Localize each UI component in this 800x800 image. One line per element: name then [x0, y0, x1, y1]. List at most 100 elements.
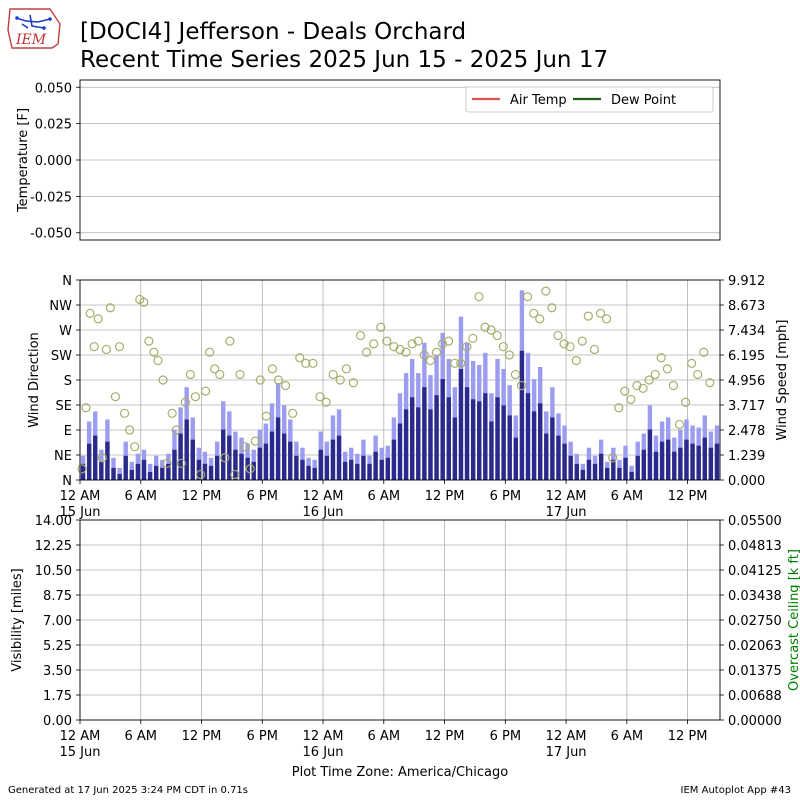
wind-speed-bar — [605, 467, 610, 480]
logo-text: IEM — [15, 32, 47, 48]
temperature-legend: Air Temp Dew Point — [465, 86, 714, 113]
wind-speed-ylabel: Wind Speed [mph] — [775, 320, 790, 441]
wind-direction-marker — [680, 397, 691, 407]
wind-speed-ytick-label: 7.434 — [728, 324, 765, 339]
wind-direction-marker — [295, 353, 305, 363]
wind-direction-marker — [437, 339, 448, 349]
wind-direction-marker — [162, 458, 172, 468]
visibility-xtick-label: 12 PM — [668, 729, 708, 744]
wind-direction-marker — [401, 347, 411, 357]
wind-direction-marker — [510, 369, 521, 380]
wind-speed-bar — [294, 455, 299, 480]
wind-speed-bar — [708, 447, 714, 480]
wind-xdate-label: 17 Jun — [546, 505, 587, 520]
wind-direction-marker — [315, 392, 325, 402]
wind-direction-marker — [301, 358, 311, 368]
wind-direction-marker — [413, 336, 423, 346]
wind-direction-marker — [328, 369, 338, 380]
wind-direction-ytick-label: NW — [49, 299, 72, 314]
wind-direction-marker — [516, 380, 527, 391]
wind-direction-marker — [571, 355, 581, 366]
visibility-xdate-label: 16 Jun — [303, 745, 344, 760]
wind-direction-marker — [644, 375, 654, 385]
wind-direction-marker — [492, 330, 502, 341]
wind-direction-marker — [535, 314, 545, 324]
wind-direction-marker — [167, 408, 177, 418]
temperature-ylabel: Temperature [F] — [16, 108, 31, 213]
wind-direction-marker — [462, 342, 472, 352]
wind-speed-bar — [80, 463, 86, 480]
ceiling-ytick-label: 0.00000 — [728, 714, 782, 729]
wind-speed-bar — [86, 443, 92, 480]
temperature-ytick-label: 0.050 — [35, 81, 72, 96]
wind-speed-bar — [531, 411, 537, 480]
wind-direction-marker — [200, 386, 211, 396]
temperature-panel: 0.050 0.025 0.000 -0.025 -0.050 Temperature … — [16, 79, 721, 242]
wind-direction-marker — [504, 350, 514, 360]
wind-speed-bar — [111, 467, 116, 480]
wind-direction-marker — [369, 339, 379, 349]
wind-speed-bar — [434, 395, 439, 480]
visibility-ytick-label: 5.25 — [43, 639, 72, 654]
wind-speed-bar — [525, 393, 531, 480]
wind-speed-bar — [379, 459, 384, 480]
wind-speed-bar — [678, 447, 683, 480]
wind-speed-bar — [659, 441, 665, 480]
wind-speed-bar — [611, 459, 616, 480]
wind-speed-bar — [373, 451, 378, 480]
wind-speed-bar — [257, 447, 263, 480]
wind-direction-marker — [626, 394, 636, 405]
wind-speed-bar — [117, 473, 122, 480]
wind-direction-marker — [245, 464, 255, 474]
wind-speed-bar — [93, 435, 98, 480]
wind-direction-marker — [101, 344, 111, 355]
wind-speed-bar — [202, 463, 208, 480]
wind-speed-bar — [397, 423, 403, 480]
wind-direction-marker — [180, 397, 190, 407]
wind-direction-marker — [407, 339, 417, 349]
wind-direction-marker — [288, 408, 298, 418]
wind-speed-bar — [178, 433, 183, 480]
ceiling-ytick-label: 0.02063 — [728, 639, 782, 654]
wind-direction-marker — [693, 369, 703, 380]
wind-direction-marker — [601, 314, 612, 324]
wind-speed-bar — [361, 455, 366, 480]
wind-direction-marker — [93, 314, 103, 324]
wind-direction-marker — [456, 358, 466, 368]
wind-xdate-label: 16 Jun — [303, 505, 344, 520]
wind-direction-marker — [395, 344, 405, 355]
wind-speed-bar — [269, 431, 275, 480]
visibility-ytick-label: 3.50 — [43, 664, 72, 679]
visibility-ytick-label: 7.00 — [43, 614, 72, 629]
wind-speed-bar — [714, 443, 720, 480]
wind-direction-marker — [450, 358, 460, 368]
visibility-ytick-label: 10.50 — [35, 564, 72, 579]
wind-panel: N 0.000 NE 1.239 E 2.478 SE 3.717 S 4.956 SW 6.195 W… — [27, 274, 790, 520]
wind-direction-ytick-label: S — [64, 374, 72, 389]
wind-direction-marker — [382, 336, 392, 346]
wind-direction-marker — [348, 378, 359, 388]
wind-speed-bar — [129, 469, 135, 480]
visibility-ylabel: Visibility [miles] — [10, 568, 25, 671]
wind-speed-bar — [190, 439, 195, 480]
wind-speed-bar — [641, 449, 647, 480]
wind-speed-bar — [300, 459, 305, 480]
wind-direction-marker — [171, 425, 181, 435]
temperature-ytick-label: 0.000 — [35, 154, 72, 169]
wind-speed-bar — [629, 471, 634, 480]
visibility-xtick-label: 12 AM — [303, 729, 344, 744]
visibility-xtick-label: 6 AM — [368, 729, 401, 744]
visibility-ytick-label: 1.75 — [43, 689, 72, 704]
wind-speed-bar — [586, 459, 592, 480]
wind-direction-marker — [255, 375, 265, 385]
wind-speed-ytick-label: 8.673 — [728, 299, 765, 314]
wind-direction-marker — [97, 453, 107, 463]
wind-speed-bar — [477, 401, 482, 480]
wind-speed-bar — [574, 463, 579, 480]
visibility-xtick-label: 6 PM — [247, 729, 278, 744]
wind-direction-marker — [565, 342, 575, 352]
legend-label-air-temp: Air Temp — [510, 93, 567, 108]
wind-speed-bar — [507, 415, 512, 480]
wind-direction-marker — [220, 453, 230, 463]
